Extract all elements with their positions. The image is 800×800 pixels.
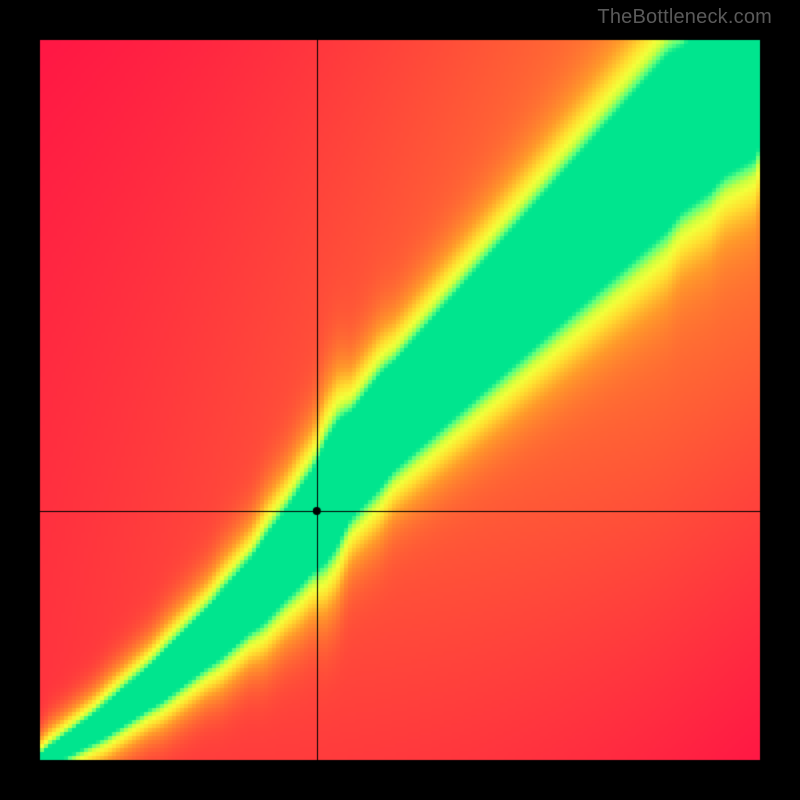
watermark-text: TheBottleneck.com [597,6,772,29]
bottleneck-heatmap [0,0,800,800]
chart-container: TheBottleneck.com [0,0,800,800]
